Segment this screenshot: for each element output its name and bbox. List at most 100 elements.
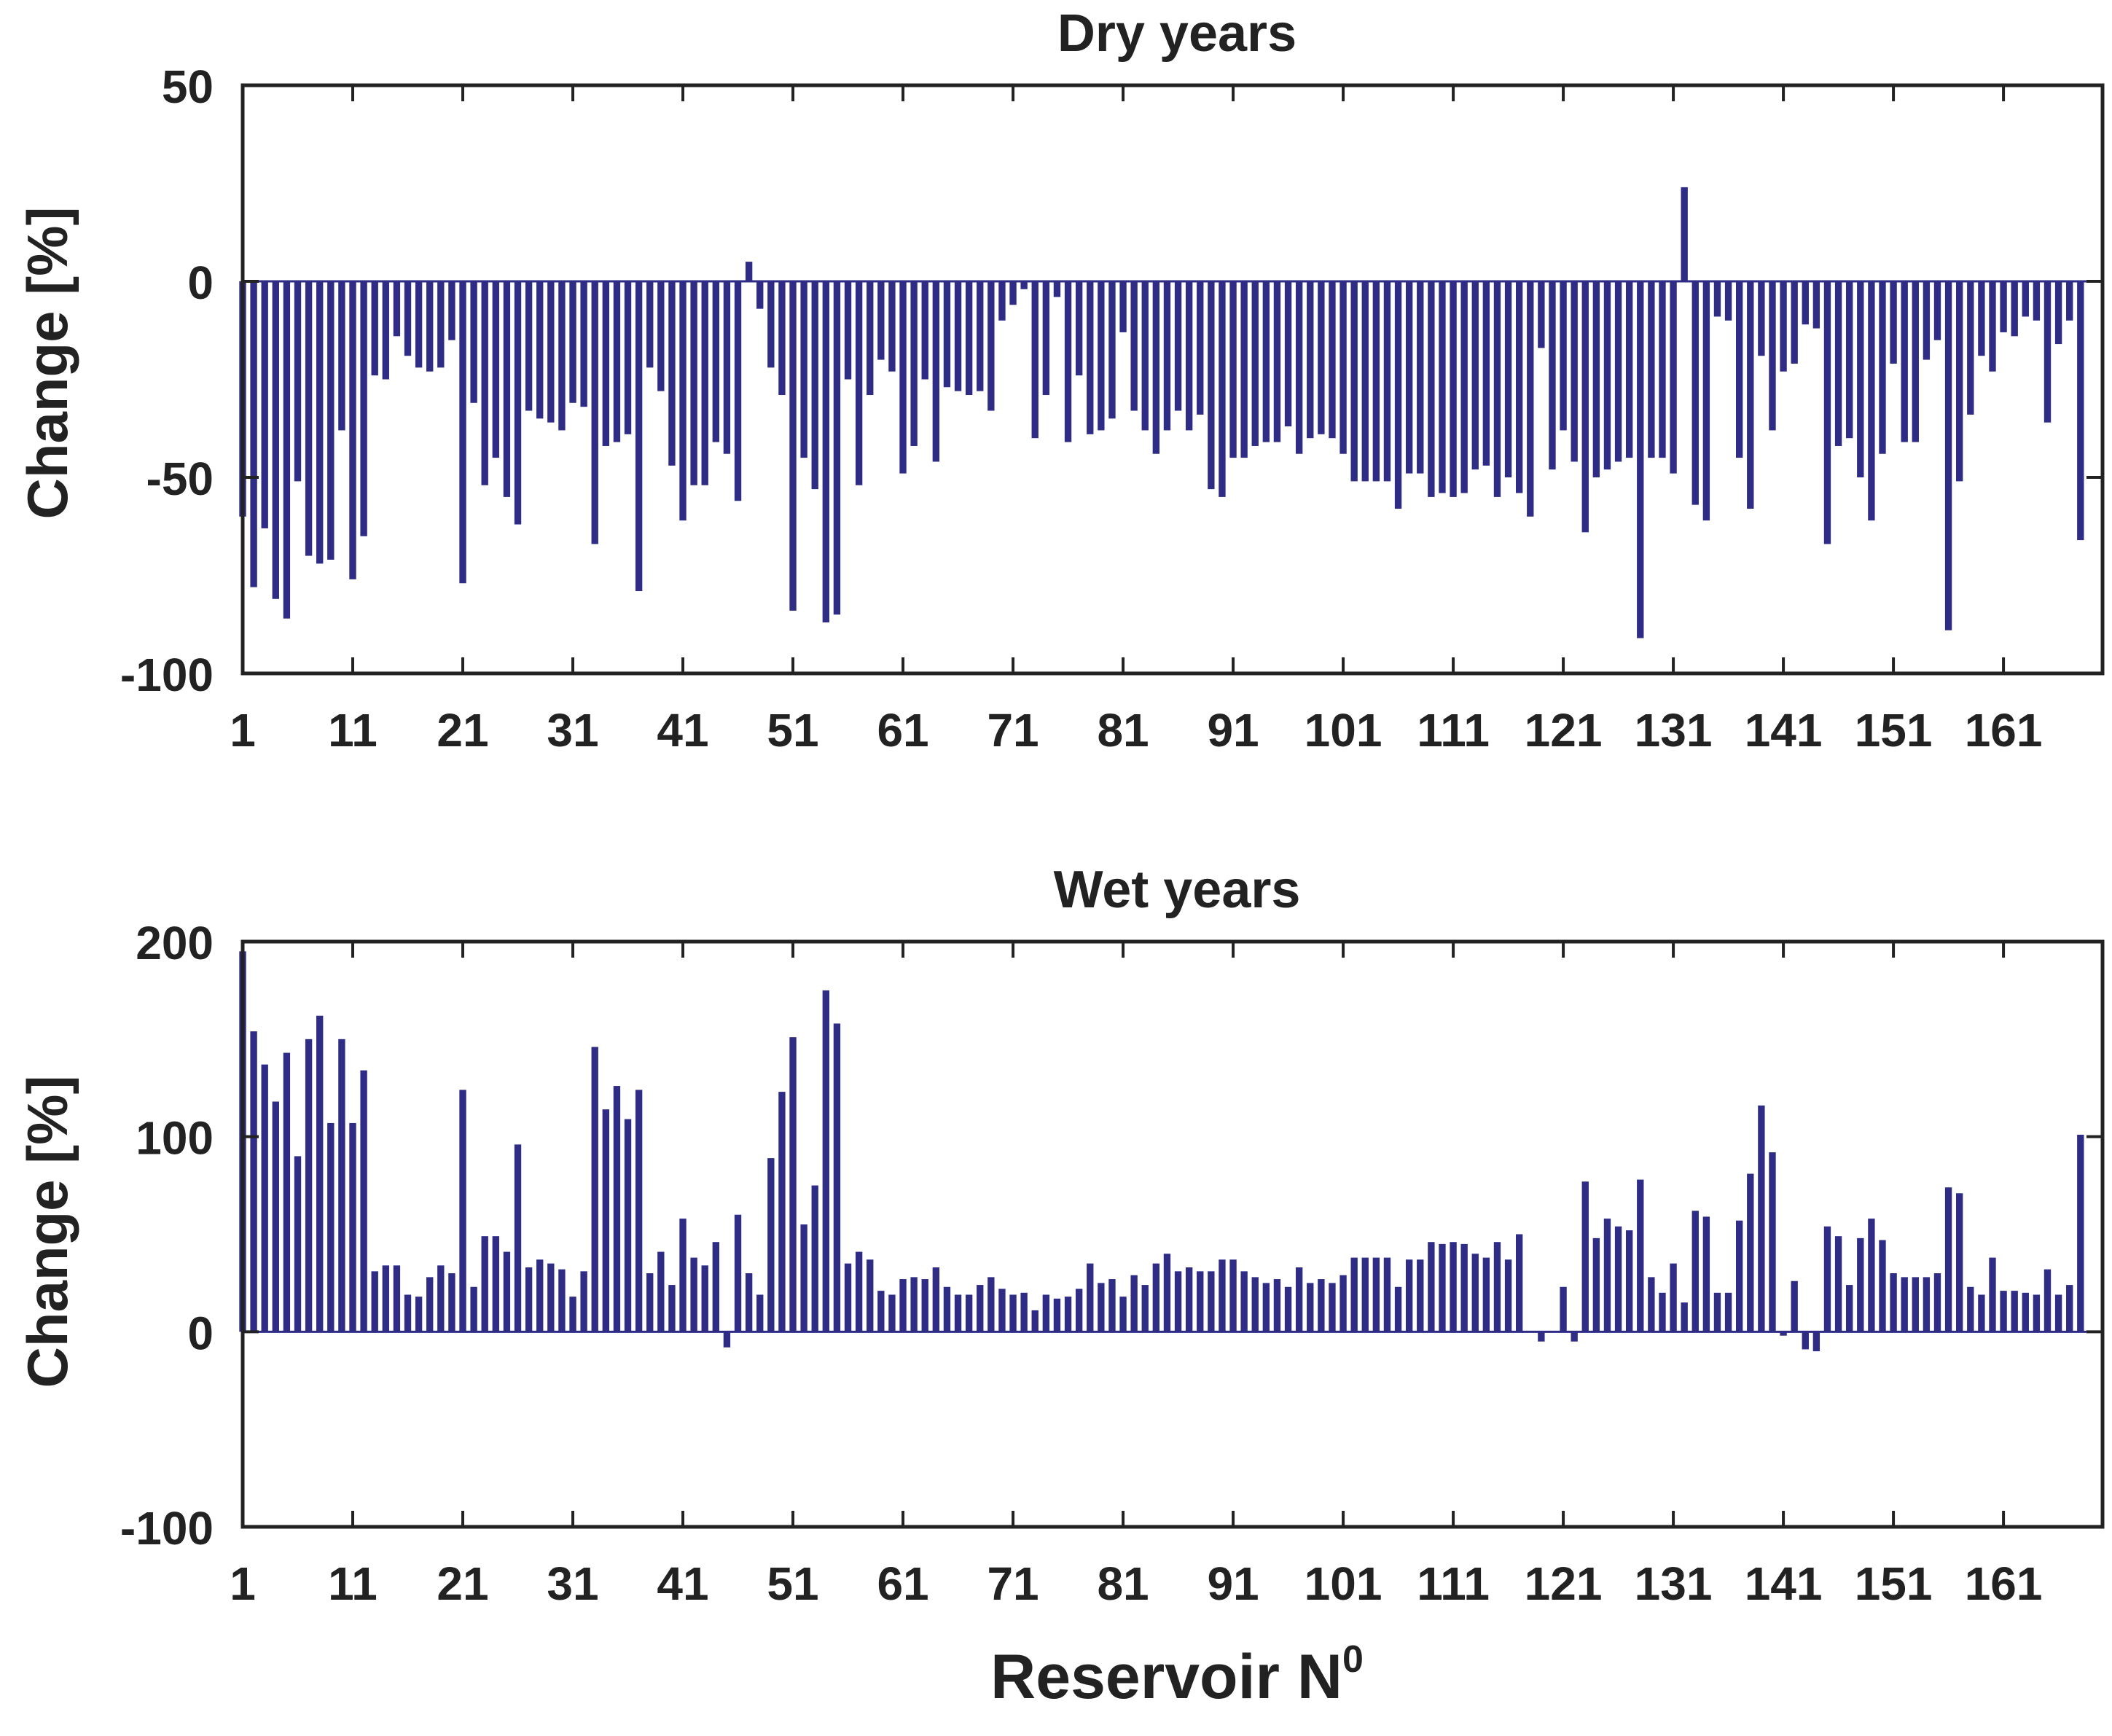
dry-years-bar [1163,281,1171,431]
wet-years-bar [635,1090,643,1332]
wet-years-bar [492,1236,499,1332]
wet-years-ytick-label: 100 [136,1112,214,1165]
dry-years-bar [965,281,973,396]
dry-years-bar [1108,281,1116,419]
dry-years-bar [591,281,598,544]
wet-years-bar [371,1271,378,1332]
wet-years-ytick-label: 0 [187,1307,214,1359]
dry-years-bar [349,281,356,579]
dry-years-bar [1538,281,1545,348]
x-axis-label-superscript: 0 [1342,1638,1364,1681]
dry-years-bar [2000,281,2007,332]
wet-years-bar [1152,1263,1160,1332]
wet-years-bar [327,1122,335,1332]
wet-years-bar [558,1269,566,1332]
dry-years-bar [1637,281,1644,638]
wet-years-bar [789,1037,797,1332]
wet-years-bar [602,1109,609,1332]
wet-years-bar [1295,1267,1303,1332]
dry-years-bar [283,281,291,619]
wet-years-bar [1614,1226,1622,1332]
wet-years-bar [272,1101,279,1332]
dry-years-bar [1307,281,1314,439]
wet-years-bar [1978,1294,1985,1332]
dry-years-bar [1802,281,1809,325]
wet-years-bar [877,1291,885,1332]
wet-years-bar [415,1297,423,1332]
wet-years-bar [1933,1273,1941,1332]
wet-years-bar [404,1294,412,1332]
dry-years-bar [580,281,587,407]
dry-years-bar [1372,281,1380,482]
wet-years-bar [977,1285,984,1332]
wet-years-bar [459,1090,466,1332]
dry-years-bar [1747,281,1754,509]
wet-years-bar [1350,1257,1358,1332]
wet-years-bar [1318,1279,1325,1332]
wet-years-bar [745,1273,753,1332]
dry-years-bar [1053,281,1061,297]
dry-years-bar [1460,281,1468,493]
wet-years-bar [514,1144,522,1332]
dry-years-bar [1087,281,1094,434]
wet-years-bar [393,1265,401,1332]
dry-years-bar [1361,281,1369,482]
dry-years-ytick-label: -50 [146,453,214,505]
dry-years-bar [1064,281,1072,442]
wet-years-bar [1185,1267,1193,1332]
wet-years-bar [1383,1257,1391,1332]
wet-years-bar [1538,1332,1545,1342]
wet-years-xtick-label: 11 [328,1557,378,1610]
wet-years-bar [1802,1332,1809,1350]
dry-years-bar [1603,281,1611,470]
wet-years-bar [1273,1279,1281,1332]
wet-years-xtick-label: 81 [1097,1557,1149,1610]
dry-years-bar [1020,281,1028,289]
dry-years-bar [1439,281,1446,493]
wet-years-bar [1681,1302,1688,1332]
dry-years-bar [954,281,962,391]
dry-years-bar [646,281,654,368]
wet-years-bar [1868,1219,1875,1332]
wet-years-bar [580,1271,587,1332]
wet-years-ytick-label: 200 [136,917,214,969]
dry-years-bar [1152,281,1160,454]
dry-years-bar [1923,281,1931,360]
wet-years-bar [1571,1332,1578,1342]
dry-years-bar [503,281,511,497]
dry-years-bar [2022,281,2029,317]
dry-years-bar [294,281,302,482]
wet-years-bar [1901,1277,1908,1332]
wet-years-bar [1130,1275,1138,1332]
dry-years-bar [811,281,818,490]
wet-years-bar [723,1332,731,1348]
wet-years-bar [1219,1259,1226,1332]
wet-years-title: Wet years [1054,861,1301,919]
wet-years-bar [338,1039,345,1332]
dry-years-bar [1482,281,1490,466]
dry-years-bar [1791,281,1798,364]
wet-years-bar [1009,1294,1017,1332]
wet-years-bar [1098,1283,1105,1332]
dry-years-bar [305,281,313,556]
dry-years-bar [1625,281,1633,458]
wet-years-bar [569,1297,576,1332]
wet-years-bar [1020,1292,1028,1332]
wet-years-bar [360,1070,367,1332]
dry-years-bar [844,281,852,380]
wet-years-bar [1284,1286,1292,1332]
dry-years-bar [668,281,676,466]
dry-years-bar [1890,281,1897,364]
wet-years-bar [349,1122,356,1332]
wet-years-bar [448,1273,455,1332]
wet-years-bar [624,1119,632,1332]
dry-years-xtick-label: 91 [1207,704,1259,756]
dry-years-bar [734,281,742,501]
dry-years-bar [2043,281,2052,423]
wet-years-ytick-label: -100 [120,1502,214,1555]
wet-years-bar [1240,1271,1248,1332]
wet-years-bar [1053,1298,1061,1332]
wet-years-bar [1428,1242,1435,1332]
dry-years-bar [921,281,928,380]
dry-years-ylabel: Change [%] [15,207,79,520]
